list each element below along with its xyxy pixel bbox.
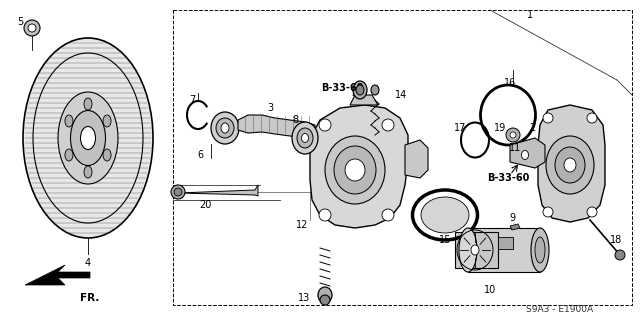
Text: 16: 16 xyxy=(504,78,516,88)
Ellipse shape xyxy=(23,38,153,238)
Circle shape xyxy=(543,207,553,217)
Circle shape xyxy=(28,24,36,32)
Text: 15: 15 xyxy=(439,235,451,245)
Polygon shape xyxy=(178,185,258,196)
Ellipse shape xyxy=(421,197,469,233)
Text: 17: 17 xyxy=(454,123,466,133)
Ellipse shape xyxy=(81,127,95,150)
Ellipse shape xyxy=(65,115,73,127)
Circle shape xyxy=(510,132,516,138)
Text: 11: 11 xyxy=(509,143,521,153)
Text: 14: 14 xyxy=(395,90,407,100)
Ellipse shape xyxy=(546,136,594,194)
Text: 10: 10 xyxy=(484,285,496,295)
Text: 3: 3 xyxy=(267,103,273,113)
Circle shape xyxy=(24,20,40,36)
Text: 5: 5 xyxy=(17,17,23,27)
Text: B-33-60: B-33-60 xyxy=(487,173,529,183)
Ellipse shape xyxy=(356,85,364,95)
Text: 18: 18 xyxy=(610,235,622,245)
Polygon shape xyxy=(510,138,545,168)
Text: 6: 6 xyxy=(197,150,203,160)
Ellipse shape xyxy=(221,123,229,133)
Ellipse shape xyxy=(318,287,332,303)
Ellipse shape xyxy=(216,118,234,138)
Ellipse shape xyxy=(535,237,545,263)
Circle shape xyxy=(319,119,331,131)
Circle shape xyxy=(174,188,182,196)
Polygon shape xyxy=(310,105,408,228)
Text: 8: 8 xyxy=(292,115,298,125)
Circle shape xyxy=(319,209,331,221)
Polygon shape xyxy=(405,140,428,178)
Ellipse shape xyxy=(292,122,318,154)
Text: 9: 9 xyxy=(509,213,515,223)
Text: 7: 7 xyxy=(189,95,195,105)
Text: 19: 19 xyxy=(494,123,506,133)
Ellipse shape xyxy=(531,228,549,272)
Ellipse shape xyxy=(459,228,477,272)
Ellipse shape xyxy=(325,136,385,204)
Ellipse shape xyxy=(211,112,239,144)
Ellipse shape xyxy=(65,149,73,161)
Circle shape xyxy=(382,119,394,131)
Ellipse shape xyxy=(103,115,111,127)
Text: 4: 4 xyxy=(85,258,91,268)
Ellipse shape xyxy=(70,110,106,166)
Ellipse shape xyxy=(84,98,92,110)
Ellipse shape xyxy=(353,81,367,99)
Circle shape xyxy=(171,185,185,199)
Polygon shape xyxy=(510,224,520,230)
Bar xyxy=(173,10,632,305)
Ellipse shape xyxy=(564,158,576,172)
Ellipse shape xyxy=(320,295,330,305)
Circle shape xyxy=(506,128,520,142)
Polygon shape xyxy=(350,95,378,105)
Polygon shape xyxy=(238,115,315,138)
Ellipse shape xyxy=(471,245,479,255)
Bar xyxy=(498,237,513,249)
Ellipse shape xyxy=(103,149,111,161)
Ellipse shape xyxy=(522,151,529,160)
Text: 20: 20 xyxy=(199,200,211,210)
Ellipse shape xyxy=(371,85,379,95)
Ellipse shape xyxy=(84,166,92,178)
Text: S9A3 - E1900A: S9A3 - E1900A xyxy=(527,306,593,315)
Circle shape xyxy=(587,113,597,123)
Circle shape xyxy=(587,207,597,217)
Circle shape xyxy=(543,113,553,123)
Ellipse shape xyxy=(297,128,313,148)
Circle shape xyxy=(382,209,394,221)
Polygon shape xyxy=(455,232,498,268)
Ellipse shape xyxy=(345,159,365,181)
Ellipse shape xyxy=(334,146,376,194)
Ellipse shape xyxy=(555,147,585,183)
Text: 13: 13 xyxy=(298,293,310,303)
Text: 12: 12 xyxy=(296,220,308,230)
Ellipse shape xyxy=(301,133,308,143)
Text: 2: 2 xyxy=(529,123,535,133)
Polygon shape xyxy=(25,265,90,285)
Polygon shape xyxy=(468,228,540,272)
Text: FR.: FR. xyxy=(80,293,99,303)
Text: B-33-60: B-33-60 xyxy=(321,83,363,93)
Text: 1: 1 xyxy=(527,10,533,20)
Ellipse shape xyxy=(518,146,532,164)
Circle shape xyxy=(615,250,625,260)
Polygon shape xyxy=(538,105,605,222)
Ellipse shape xyxy=(58,92,118,184)
